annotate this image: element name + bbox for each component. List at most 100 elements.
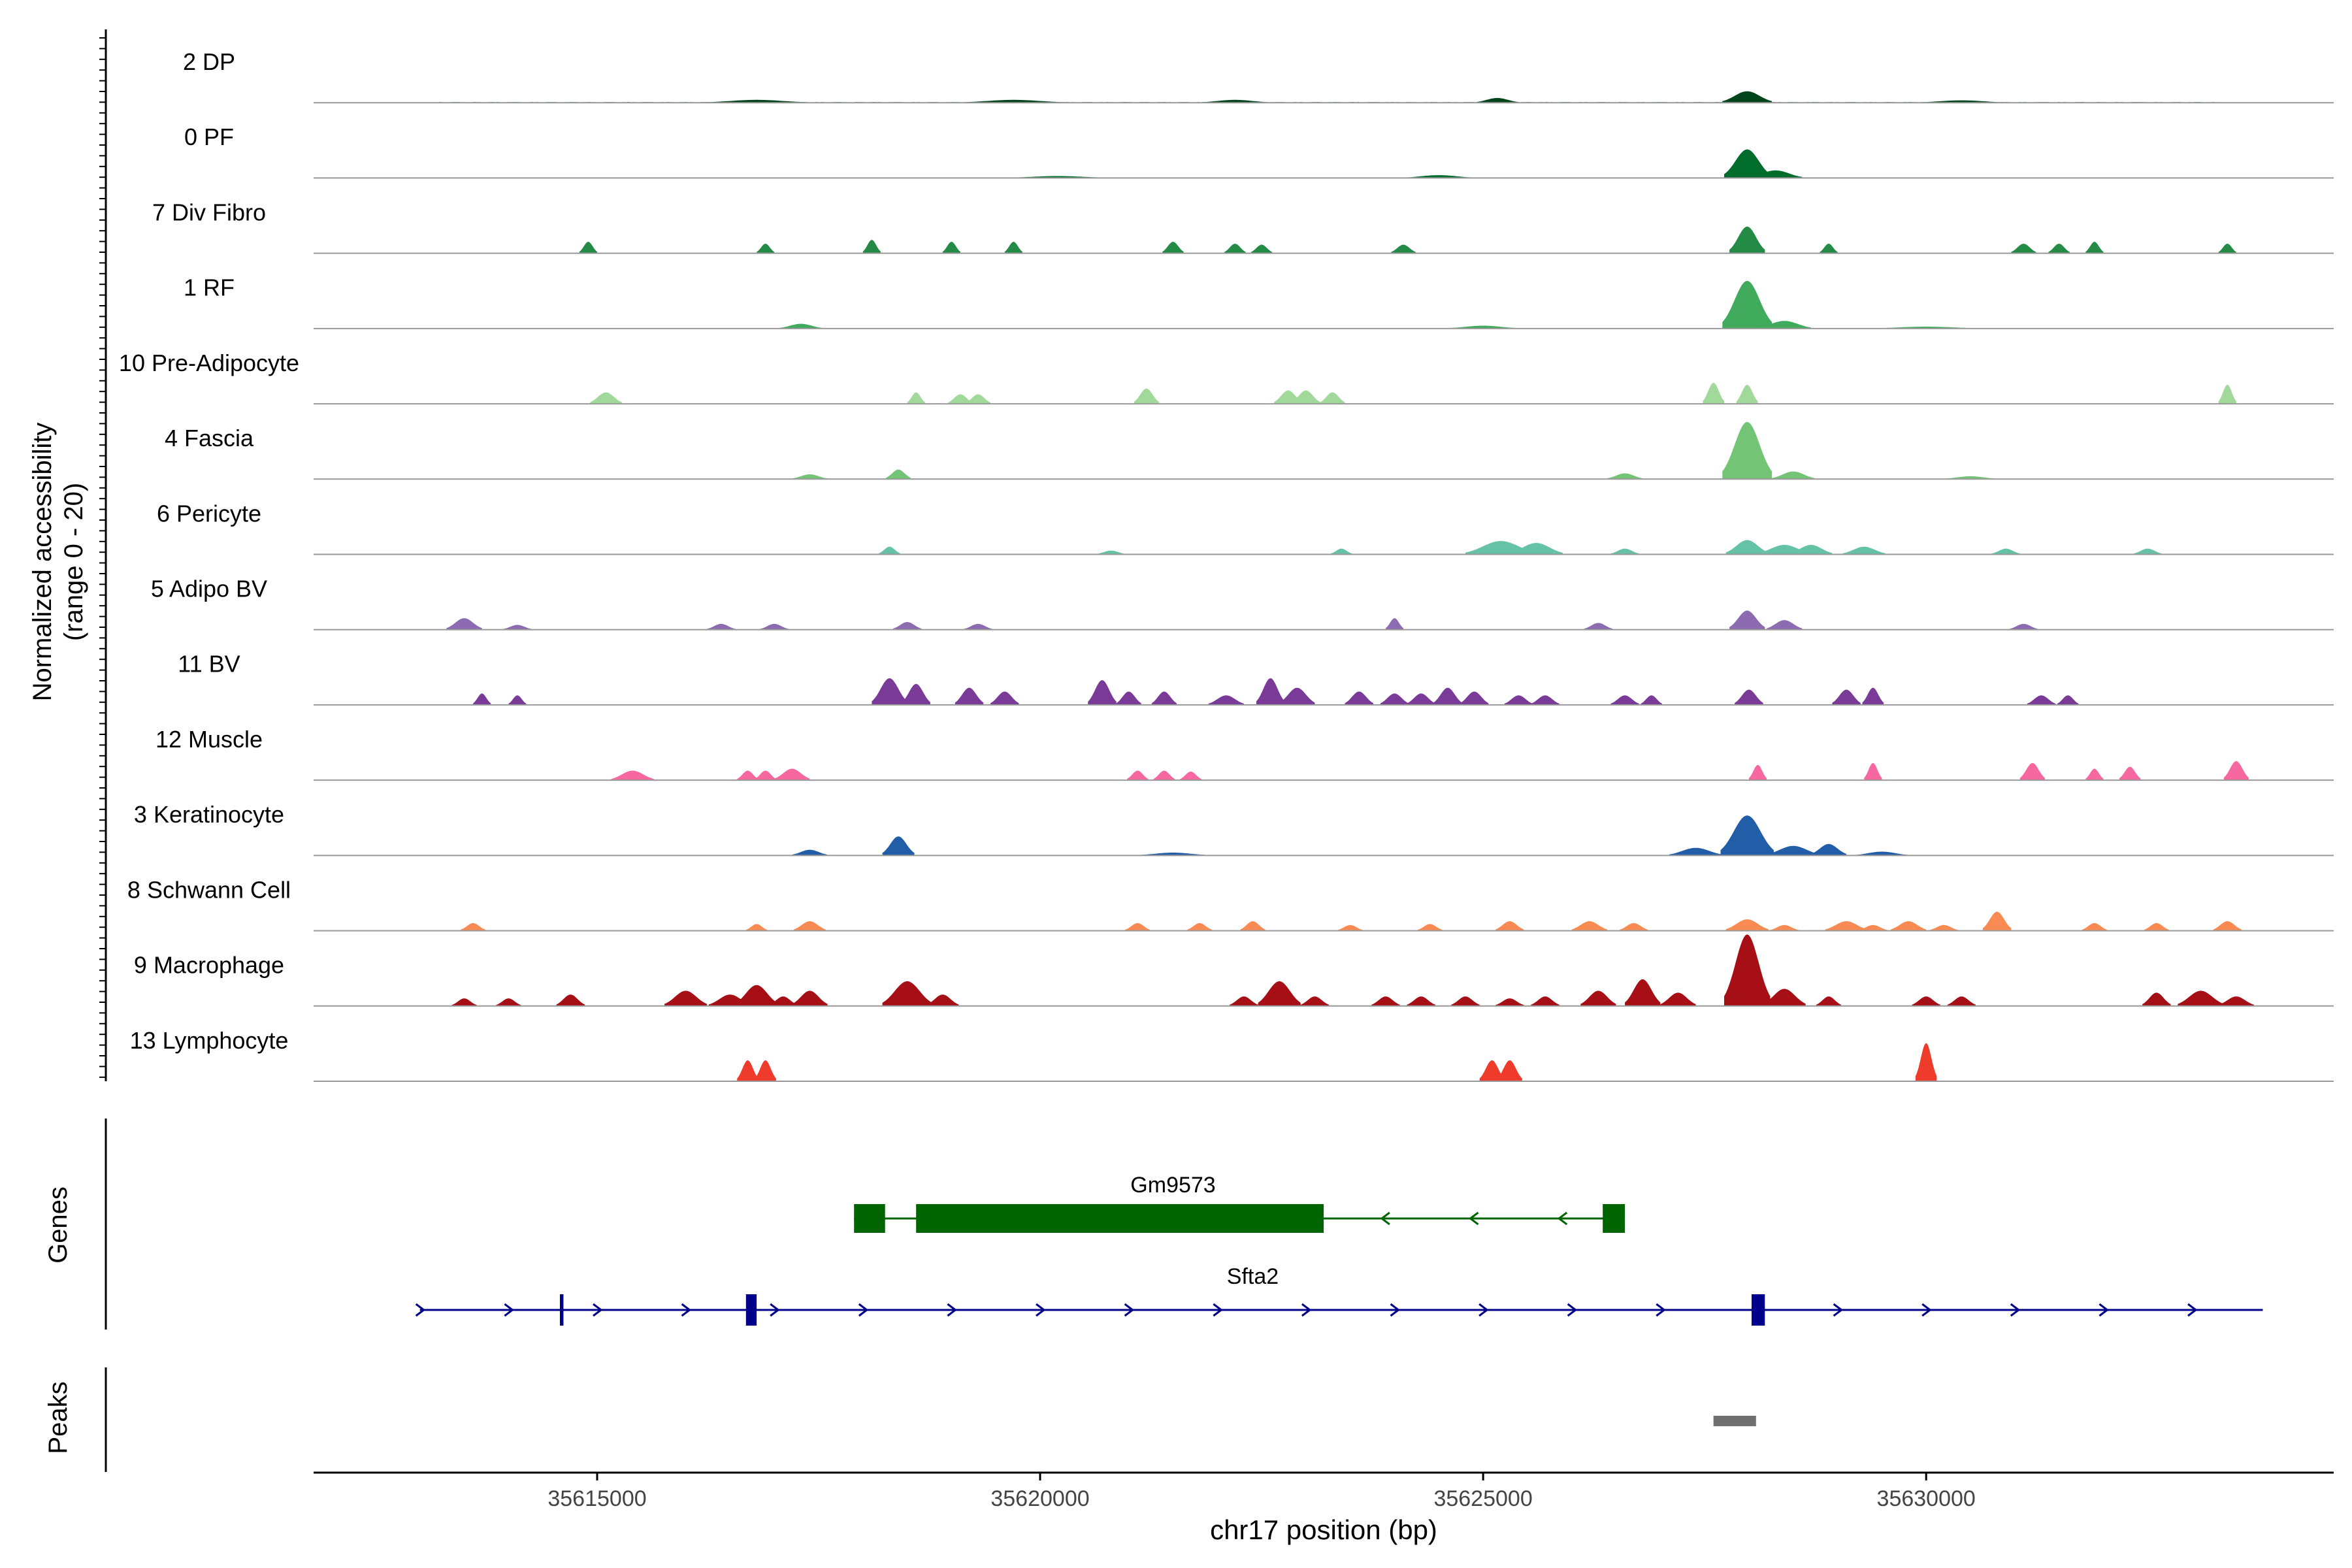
accessibility-peak [2218,384,2236,404]
accessibility-peak [1722,91,1772,103]
accessibility-peak [1134,388,1159,404]
accessibility-peak [2144,923,2169,931]
accessibility-peak [1495,921,1524,931]
accessibility-peak [902,683,930,705]
x-axis-tick-label: 35625000 [1433,1486,1532,1511]
accessibility-peak [1944,476,1997,480]
track [314,934,2334,1007]
accessibility-peak [1451,996,1480,1006]
accessibility-peak [1531,695,1560,705]
track [314,540,2334,555]
track-label: 0 PF [184,123,234,150]
track [314,91,2334,104]
accessibility-peak [1748,764,1767,781]
accessibility-peak [1187,923,1213,931]
accessibility-peak [1126,770,1149,781]
accessibility-peak [1230,996,1258,1006]
accessibility-peak [1725,540,1769,555]
accessibility-peak [473,693,491,705]
accessibility-peak [1417,924,1443,931]
accessibility-peak [1789,544,1833,555]
accessibility-peak [794,921,826,931]
accessibility-peak [2027,695,2056,705]
strand-arrow [593,1303,603,1317]
peaks-panel-label: Peaks [44,1381,73,1454]
accessibility-peak [1620,923,1648,931]
strand-arrow [1036,1303,1046,1317]
accessibility-peak [1725,919,1769,931]
accessibility-peak [1258,981,1301,1006]
strand-arrow [1567,1303,1578,1317]
accessibility-peak [1403,175,1475,178]
accessibility-peak [1607,473,1643,480]
accessibility-peak [1763,988,1806,1006]
accessibility-peak [1832,689,1861,705]
accessibility-peak [461,923,486,931]
accessibility-peak [1862,687,1884,705]
track [314,1043,2334,1082]
gene-exon [560,1294,564,1326]
strand-arrow [1921,1303,1932,1317]
strand-arrow [415,1303,426,1317]
strand-arrow [1380,1211,1390,1226]
accessibility-peak [2082,923,2107,931]
accessibility-peak [2223,761,2249,781]
accessibility-peak [1200,99,1271,103]
accessibility-peak [882,836,915,856]
accessibility-peak [1330,548,1352,555]
strand-arrow [947,1303,957,1317]
accessibility-peak [1162,242,1184,253]
strand-arrow [681,1303,692,1317]
accessibility-peak [2085,242,2104,253]
accessibility-peak [2218,244,2236,253]
accessibility-peak [735,985,778,1006]
accessibility-peak [862,240,881,253]
accessibility-peak [1476,97,1519,103]
accessibility-peak [2178,990,2224,1006]
accessibility-peak [1096,550,1126,555]
track [314,678,2334,706]
accessibility-peak [1153,770,1175,781]
accessibility-peak [886,469,911,480]
accessibility-peak [1460,691,1489,705]
strand-arrow [2010,1303,2021,1317]
x-axis-tick-label: 35630000 [1877,1486,1976,1511]
strand-arrow [1124,1303,1135,1317]
track [314,149,2334,179]
accessibility-peak [1748,170,1803,178]
accessibility-peak [1610,695,1639,705]
peak-region [1713,1416,1756,1426]
accessibility-peak [2057,695,2079,705]
accessibility-peak [1385,618,1404,630]
accessibility-peak [1580,990,1616,1006]
accessibility-peak [1816,996,1841,1006]
accessibility-peak [1722,421,1772,480]
strand-arrow [2099,1303,2109,1317]
accessibility-peak [745,924,768,931]
accessibility-peak [1391,244,1416,253]
accessibility-peak [1729,226,1765,253]
track-label: 2 DP [183,48,235,75]
accessibility-peak [1767,845,1820,856]
y-axis-label-line2: (range 0 - 20) [59,483,88,641]
x-axis-tick-label: 35615000 [547,1486,646,1511]
accessibility-peak [872,678,907,705]
accessibility-peak [955,687,984,705]
accessibility-peak [703,99,810,103]
accessibility-peak [926,994,959,1006]
accessibility-peak [755,1060,776,1081]
strand-arrow [1557,1211,1568,1226]
accessibility-peak [942,242,960,253]
accessibility-peak [1250,244,1273,253]
strand-arrow [858,1303,869,1317]
track-label: 1 RF [184,274,235,301]
accessibility-peak [2009,624,2038,630]
accessibility-peak [1625,979,1661,1006]
track-label: 8 Schwann Cell [127,876,291,903]
strand-arrow [1833,1303,1844,1317]
x-axis-title: chr17 position (bp) [1210,1514,1437,1545]
accessibility-peak [1345,691,1373,705]
accessibility-peak [1180,772,1201,781]
track [314,280,2334,329]
track-label: 10 Pre-Adipocyte [119,350,299,376]
